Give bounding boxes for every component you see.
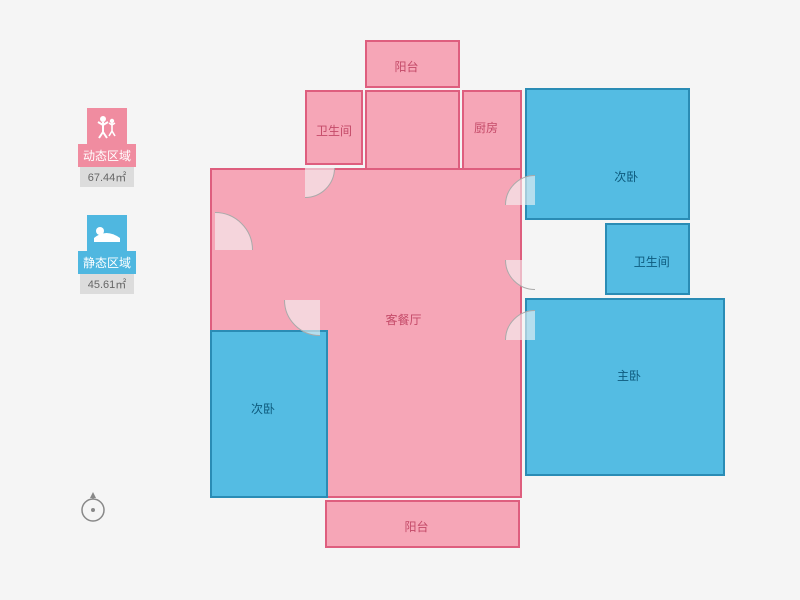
room-label-bedroom-top-r: 次卧 [614,168,638,185]
room-label-kitchen: 厨房 [474,119,498,136]
room-label-master-bedroom: 主卧 [617,367,641,384]
legend-static: 静态区域 45.61㎡ [78,215,136,294]
room-label-living-main: 客餐厅 [385,311,421,328]
room-bedroom-top-r: 次卧 [525,88,690,220]
legend-dynamic: 动态区域 67.44㎡ [78,108,136,187]
room-kitchen: 厨房 [462,90,522,178]
room-master-bedroom: 主卧 [525,298,725,476]
legend-panel: 动态区域 67.44㎡ 静态区域 45.61㎡ [78,108,136,322]
compass-icon [78,490,108,520]
room-label-bedroom-left: 次卧 [251,400,275,417]
floorplan: 阳台卫生间厨房客餐厅阳台次卧次卧卫生间主卧 [210,40,740,560]
room-label-balcony-top: 阳台 [395,58,419,75]
room-balcony-top: 阳台 [365,40,460,88]
room-balcony-bottom: 阳台 [325,500,520,548]
room-label-bathroom-right: 卫生间 [634,253,670,270]
room-bathroom-top: 卫生间 [305,90,363,165]
room-bedroom-left: 次卧 [210,330,328,498]
sleep-icon [87,215,127,251]
people-icon [87,108,127,144]
room-bathroom-right: 卫生间 [605,223,690,295]
room-label-bathroom-top: 卫生间 [316,122,352,139]
legend-dynamic-value: 67.44㎡ [80,167,134,187]
room-label-balcony-bottom: 阳台 [405,518,429,535]
legend-dynamic-label: 动态区域 [78,144,136,167]
legend-static-label: 静态区域 [78,251,136,274]
room-living-top [365,90,460,170]
legend-static-value: 45.61㎡ [80,274,134,294]
